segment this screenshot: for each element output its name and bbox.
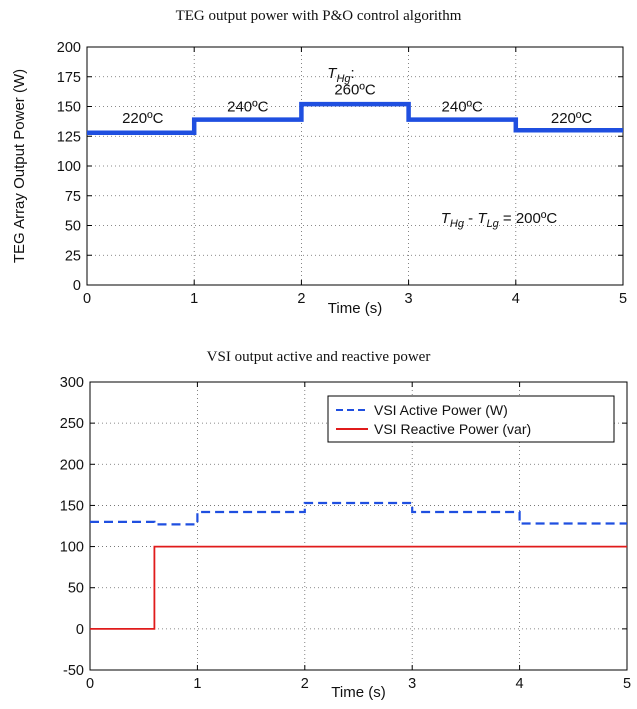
thg-annotation: THg: [327, 65, 354, 85]
legend-box [327, 395, 615, 443]
y-tick-label: 200 [57, 40, 81, 56]
x-axis-label: Time (s) [328, 300, 382, 317]
y-tick-label: 25 [65, 248, 81, 264]
series-line-0 [90, 501, 627, 526]
legend-label-0: VSI Active Power (W) [374, 402, 508, 418]
x-axis-label: Time (s) [331, 684, 385, 701]
chart-title-vsi: VSI output active and reactive power [206, 349, 431, 365]
x-tick-label: 4 [512, 291, 520, 307]
y-tick-label: 150 [60, 498, 84, 514]
y-tick-label: 100 [57, 159, 81, 175]
y-tick-label: 200 [60, 457, 84, 473]
y-tick-label: 100 [60, 540, 84, 556]
x-tick-label: 0 [86, 676, 94, 692]
y-tick-label: 175 [57, 70, 81, 86]
temperature-annotation: 220ºC [122, 110, 164, 127]
temperature-annotation: 240ºC [442, 98, 484, 115]
x-tick-label: 5 [623, 676, 631, 692]
x-tick-label: 2 [297, 291, 305, 307]
x-tick-label: 3 [408, 676, 416, 692]
x-tick-label: 2 [301, 676, 309, 692]
x-tick-label: 0 [83, 291, 91, 307]
x-tick-label: 5 [619, 291, 627, 307]
y-tick-label: -50 [63, 663, 84, 679]
y-tick-label: 125 [57, 129, 81, 145]
temperature-difference-annotation: THg - TLg = 200ºC [441, 210, 558, 230]
y-tick-label: 250 [60, 416, 84, 432]
y-tick-label: 0 [73, 278, 81, 294]
chart-title-teg: TEG output power with P&O control algori… [175, 8, 462, 24]
x-tick-label: 1 [193, 676, 201, 692]
series-line-0 [87, 101, 623, 135]
y-tick-label: 50 [68, 581, 84, 597]
y-tick-label: 150 [57, 100, 81, 116]
x-tick-label: 1 [190, 291, 198, 307]
y-tick-label: 75 [65, 189, 81, 205]
x-tick-label: 4 [516, 676, 524, 692]
legend-label-1: VSI Reactive Power (var) [374, 421, 531, 437]
y-tick-label: 50 [65, 219, 81, 235]
temperature-annotation: 260ºC [334, 82, 376, 99]
temperature-annotation: 220ºC [551, 110, 593, 127]
series-line-1 [90, 545, 627, 630]
y-tick-label: 300 [60, 375, 84, 391]
x-tick-label: 3 [405, 291, 413, 307]
y-tick-label: 0 [76, 622, 84, 638]
y-axis-label: TEG Array Output Power (W) [11, 69, 28, 263]
temperature-annotation: 240ºC [227, 98, 269, 115]
